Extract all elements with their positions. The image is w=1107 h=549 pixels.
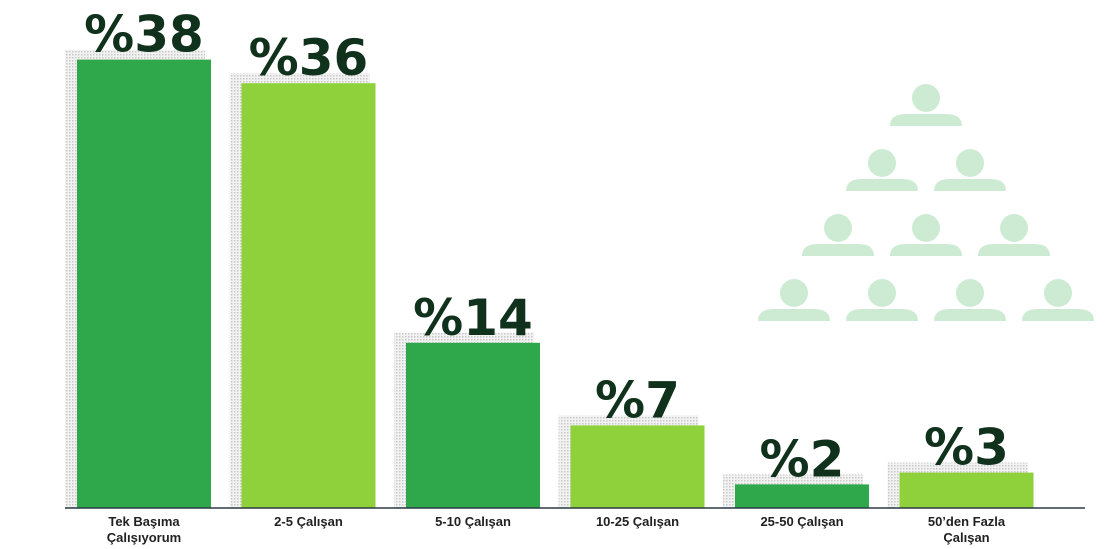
value-label: %14: [413, 289, 533, 347]
category-label: 25-50 Çalışan: [760, 514, 844, 529]
value-label: %2: [760, 430, 845, 488]
bar: [77, 59, 211, 508]
bar: [406, 342, 540, 508]
person-head: [824, 214, 852, 242]
category-label: 2-5 Çalışan: [274, 514, 343, 529]
bar: [241, 83, 376, 508]
person-body: [934, 309, 1006, 321]
person-head: [780, 279, 808, 307]
person-head: [868, 149, 896, 177]
person-head: [956, 149, 984, 177]
person-body: [1022, 309, 1094, 321]
person-body: [934, 179, 1006, 191]
value-label: %36: [249, 29, 369, 87]
value-label: %3: [924, 419, 1009, 477]
bar: [899, 472, 1034, 508]
person-body: [978, 244, 1050, 256]
person-body: [846, 309, 918, 321]
value-label: %38: [84, 6, 204, 64]
person-body: [846, 179, 918, 191]
value-label: %7: [595, 371, 680, 429]
person-body: [890, 244, 962, 256]
person-head: [912, 84, 940, 112]
people-icon-group: [758, 84, 1094, 321]
category-label: 5-10 Çalışan: [435, 514, 511, 529]
person-head: [956, 279, 984, 307]
category-label: 10-25 Çalışan: [595, 514, 680, 529]
person-body: [890, 114, 962, 126]
bar: [735, 484, 869, 508]
bars: %38 %36 %14 %7 %2 %3: [77, 6, 1034, 508]
person-head: [1044, 279, 1072, 307]
category-label: 50’den Fazla Çalışan: [927, 514, 1006, 545]
person-head: [868, 279, 896, 307]
bar: [570, 425, 705, 508]
person-body: [758, 309, 830, 321]
person-body: [802, 244, 874, 256]
person-head: [1000, 214, 1028, 242]
category-label: Tek Başıma Çalışıyorum: [106, 514, 182, 545]
person-head: [912, 214, 940, 242]
